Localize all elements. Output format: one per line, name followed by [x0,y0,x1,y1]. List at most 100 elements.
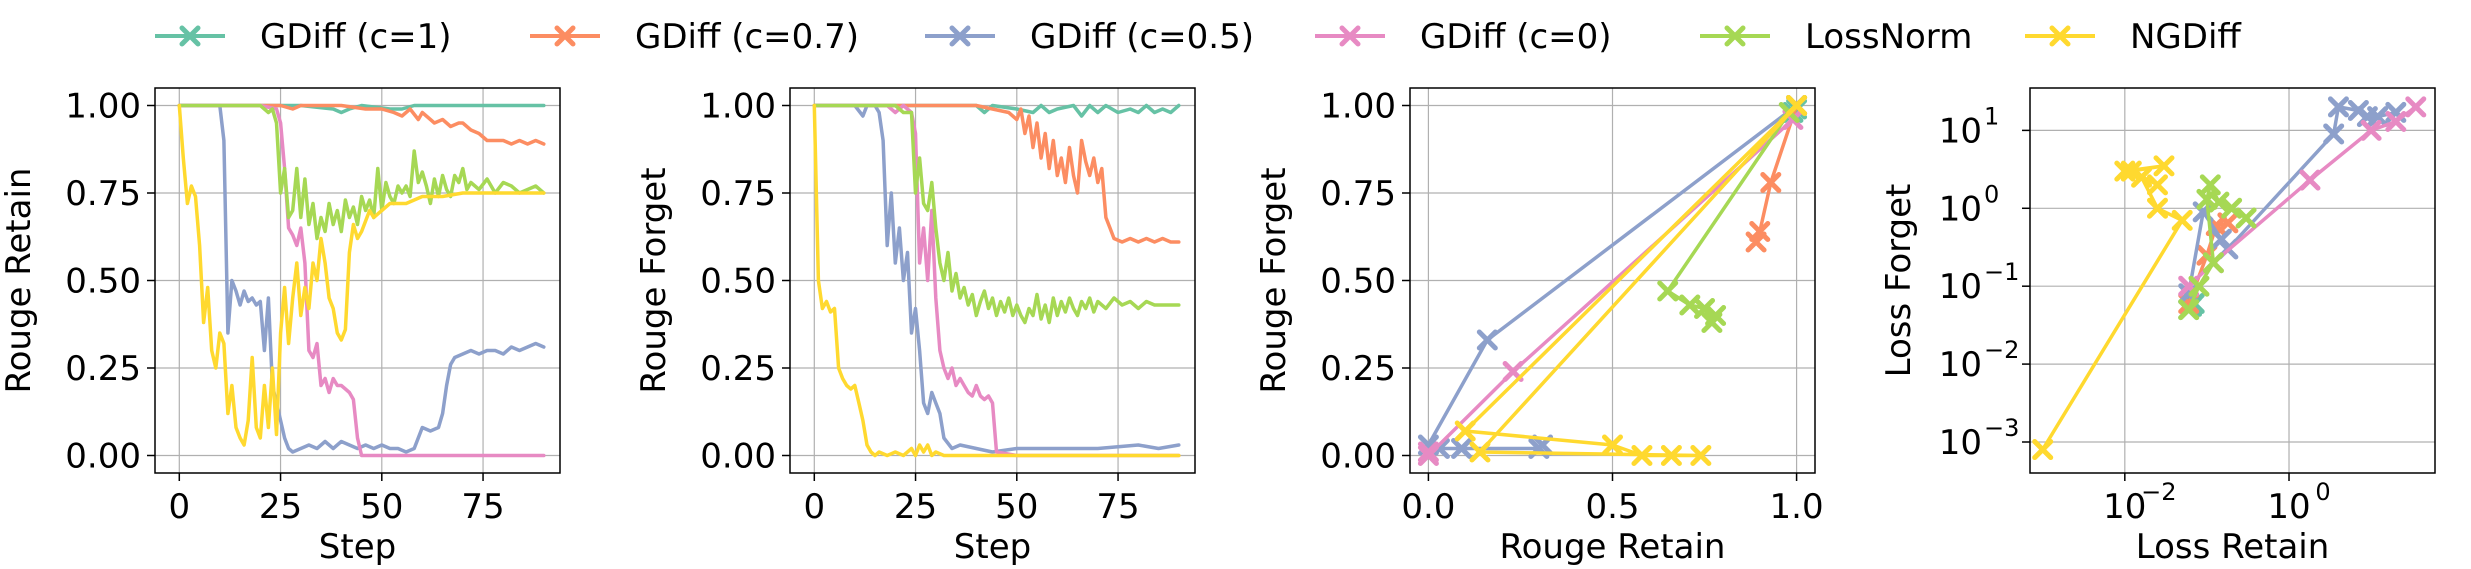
y-tick-label: 0.75 [65,174,141,214]
legend-label: GDiff (c=0.5) [1030,17,1254,57]
legend-marker [949,25,971,47]
series-line [1463,103,1799,458]
data-point [2221,197,2243,219]
x-tick-exponent: 0 [2315,478,2330,506]
data-point [2323,123,2345,145]
data-point [2146,174,2168,196]
x-tick-exponent: −2 [2141,478,2176,506]
y-axis-label: Rouge Forget [634,167,674,393]
y-tick-label: 0.25 [700,349,776,389]
y-tick-label: 10 [1939,267,1982,307]
x-tick-label: 1.0 [1770,487,1824,527]
y-tick-exponent: 0 [1984,180,1999,208]
y-tick-label: 0.50 [1320,262,1396,302]
data-point [1451,438,1473,459]
series-line [2186,105,2398,296]
plot-area [2030,88,2435,473]
y-axis-label: Rouge Retain [0,168,39,394]
x-axis-label: Step [954,527,1031,567]
data-point [1760,172,1782,193]
chart-panel-3: 0.0 0.5 1.0 0.00 0.25 0.50 0.75 1.00 Rouge Retai… [1254,87,1824,568]
x-tick-label: 0.5 [1585,487,1639,527]
series-group [2032,96,2427,461]
data-point [1660,445,1682,466]
y-tick-exponent: −3 [1984,414,2019,442]
x-axis-label: Loss Retain [2136,527,2330,567]
legend-label: GDiff (c=0.7) [635,17,859,57]
y-tick-label: 1.00 [700,87,776,127]
legend-entry: GDiff (c=0) [1315,17,1612,57]
axes-frame [2029,87,2436,474]
x-tick-label: 25 [894,487,937,527]
data-point [1690,445,1712,466]
legend-marker [179,25,201,47]
legend-label: GDiff (c=0) [1420,17,1612,57]
data-point [2405,96,2427,118]
series-line [177,103,546,241]
y-tick-exponent: −1 [1984,258,2019,286]
data-point [1602,434,1623,456]
y-tick-label: 0.00 [700,437,776,477]
data-point [2360,119,2382,141]
series-line [177,103,546,146]
x-axis-label: Rouge Retain [1500,527,1726,567]
x-tick-label: 0 [168,487,190,527]
y-tick-label: 0.00 [65,437,141,477]
series-line [812,103,1181,458]
legend-entry: GDiff (c=1) [155,17,452,57]
data-point [2327,96,2349,118]
data-point [1454,420,1476,442]
data-point [2202,252,2224,274]
x-axis-label: Step [319,527,396,567]
data-point [2146,197,2168,219]
y-tick-label: 0.75 [700,174,776,214]
legend: GDiff (c=1) GDiff (c=0.7) GDiff (c=0.5) GDi… [155,17,2242,57]
data-point [2153,155,2175,177]
series-line [812,103,1181,458]
data-point [2385,111,2407,133]
series-line [812,103,1181,325]
data-point [2131,166,2153,188]
data-point [1417,441,1439,463]
data-point [2120,160,2142,182]
data-point [2235,207,2257,229]
series-line [812,103,1181,454]
y-tick-label: 10 [1939,189,1982,229]
y-axis-label: Rouge Forget [1254,167,1294,393]
legend-entry: NGDiff [2025,17,2242,57]
data-point [2114,160,2136,182]
data-point [1701,312,1723,333]
x-tick-label: 0 [803,487,825,527]
data-point [1476,329,1498,351]
y-tick-exponent: −2 [1984,336,2019,364]
data-point [1786,95,1808,116]
y-tick-exponent: 1 [1984,102,1999,130]
x-tick-label: 10 [2267,487,2310,527]
data-point [2208,191,2230,213]
chart-panel-2: 0 25 50 75 0.00 0.25 0.50 0.75 1.00 Step Rouge For… [634,87,1196,567]
x-tick-label: 0.0 [1401,487,1455,527]
y-tick-label: 0.75 [1320,174,1396,214]
legend-label: LossNorm [1805,17,1972,57]
data-point [2367,106,2389,128]
legend-entry: GDiff (c=0.5) [925,17,1254,57]
x-tick-label: 75 [1096,487,1139,527]
y-tick-label: 0.25 [65,349,141,389]
series-line [812,103,1181,244]
legend-marker [2049,25,2071,47]
data-point [2188,275,2210,297]
series-group [812,103,1181,458]
y-tick-label: 10 [1939,423,1982,463]
data-point [1631,445,1653,466]
data-point [1694,298,1716,319]
data-point [2299,169,2321,191]
data-point [2178,299,2200,321]
y-axis-label: Loss Forget [1879,184,1919,378]
data-point [1657,280,1679,302]
data-point [1745,231,1767,253]
x-tick-label: 50 [360,487,403,527]
x-tick-label: 75 [461,487,504,527]
legend-entry: GDiff (c=0.7) [530,17,859,57]
